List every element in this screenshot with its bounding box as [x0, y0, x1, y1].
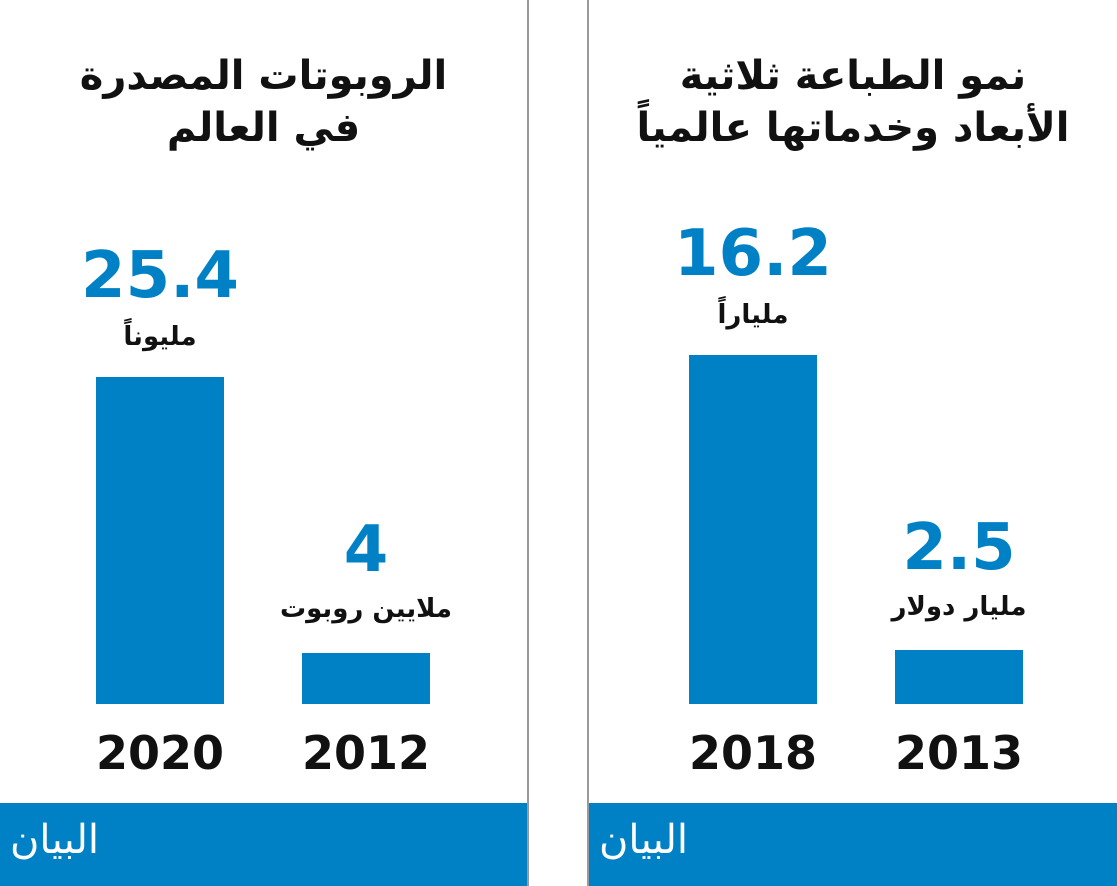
footer-bar: البيان — [0, 803, 527, 886]
value-label: 16.2 — [674, 217, 832, 291]
unit-label: مليار دولار — [891, 592, 1027, 622]
year-label: 2012 — [301, 726, 431, 780]
year-label: 2013 — [894, 726, 1024, 780]
unit-label: ملياراً — [717, 300, 789, 330]
albayan-logo: البيان — [599, 817, 689, 863]
3d-printing-chart-panel: نمو الطباعة ثلاثية الأبعاد وخدماتها عالم… — [587, 0, 1117, 886]
chart-title: نمو الطباعة ثلاثية الأبعاد وخدماتها عالم… — [636, 53, 1070, 151]
unit-label: مليوناً — [123, 322, 197, 352]
value-label: 25.4 — [81, 239, 239, 313]
bar-2013 — [895, 650, 1023, 704]
year-label: 2020 — [95, 726, 225, 780]
value-label: 2.5 — [902, 511, 1016, 585]
value-label: 4 — [343, 513, 389, 587]
chart-title: الروبوتات المصدرة في العالم — [79, 53, 448, 151]
bar-2018 — [689, 355, 817, 704]
albayan-logo: البيان — [10, 817, 100, 863]
year-label: 2018 — [688, 726, 818, 780]
bar-2012 — [302, 652, 430, 704]
footer-bar: البيان — [589, 803, 1117, 886]
bar-2020 — [96, 377, 224, 704]
unit-label: ملايين روبوت — [280, 594, 452, 624]
robots-chart-panel: الروبوتات المصدرة في العالم 25.4 مليوناً… — [0, 0, 529, 886]
